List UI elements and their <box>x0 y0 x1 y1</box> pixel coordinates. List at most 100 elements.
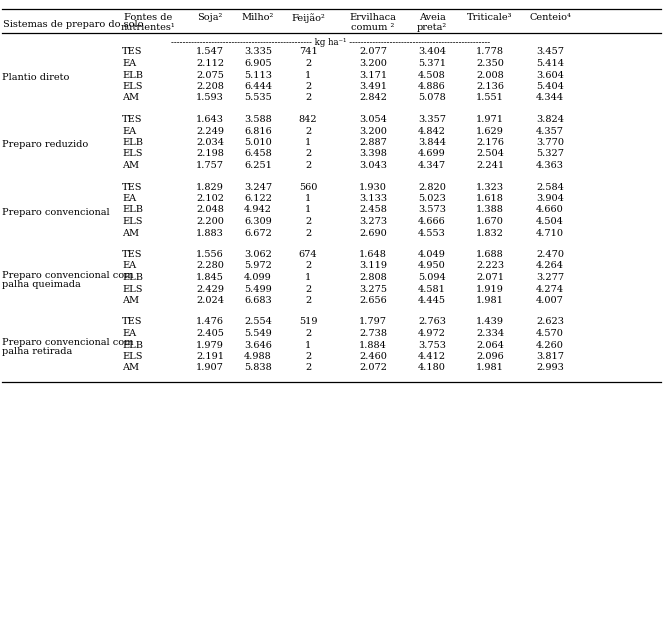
Text: 2.112: 2.112 <box>196 59 224 68</box>
Text: ELB: ELB <box>122 341 143 350</box>
Text: 2.280: 2.280 <box>196 262 224 271</box>
Text: EA: EA <box>122 329 136 338</box>
Text: 3.904: 3.904 <box>536 194 564 203</box>
Text: 4.972: 4.972 <box>418 329 446 338</box>
Text: 2.842: 2.842 <box>359 94 387 103</box>
Text: 2.429: 2.429 <box>196 285 224 294</box>
Text: 2.176: 2.176 <box>476 138 504 147</box>
Text: 3.275: 3.275 <box>359 285 387 294</box>
Text: 2: 2 <box>305 296 311 305</box>
Text: Fontes de
nutrientes¹: Fontes de nutrientes¹ <box>121 13 176 32</box>
Text: ELB: ELB <box>122 138 143 147</box>
Text: 1: 1 <box>305 138 311 147</box>
Text: 3.844: 3.844 <box>418 138 446 147</box>
Text: TES: TES <box>122 48 143 57</box>
Text: palha retirada: palha retirada <box>2 347 72 356</box>
Text: TES: TES <box>122 317 143 327</box>
Text: 4.260: 4.260 <box>536 341 564 350</box>
Text: 2.405: 2.405 <box>196 329 224 338</box>
Text: 1.618: 1.618 <box>476 194 504 203</box>
Text: 2.191: 2.191 <box>196 352 224 361</box>
Text: EA: EA <box>122 262 136 271</box>
Text: ELS: ELS <box>122 285 143 294</box>
Text: 3.335: 3.335 <box>244 48 272 57</box>
Text: 1.629: 1.629 <box>476 127 504 136</box>
Text: 6.251: 6.251 <box>244 161 272 170</box>
Text: 4.363: 4.363 <box>536 161 564 170</box>
Text: 2: 2 <box>305 217 311 226</box>
Text: 2.024: 2.024 <box>196 296 224 305</box>
Text: 2.690: 2.690 <box>359 229 387 238</box>
Text: Preparo convencional com: Preparo convencional com <box>2 338 133 347</box>
Text: AM: AM <box>122 94 139 103</box>
Text: 2.656: 2.656 <box>359 296 387 305</box>
Text: 4.445: 4.445 <box>418 296 446 305</box>
Text: 4.180: 4.180 <box>418 364 446 373</box>
Text: ELB: ELB <box>122 273 143 282</box>
Text: 4.710: 4.710 <box>536 229 564 238</box>
Text: 4.412: 4.412 <box>418 352 446 361</box>
Text: 2: 2 <box>305 229 311 238</box>
Text: 5.023: 5.023 <box>418 194 446 203</box>
Text: ELS: ELS <box>122 150 143 159</box>
Text: 2.223: 2.223 <box>476 262 504 271</box>
Text: 4.842: 4.842 <box>418 127 446 136</box>
Text: 2.820: 2.820 <box>418 182 446 192</box>
Text: 3.043: 3.043 <box>359 161 387 170</box>
Text: 2.048: 2.048 <box>196 206 224 215</box>
Text: 5.010: 5.010 <box>244 138 272 147</box>
Text: 4.553: 4.553 <box>418 229 446 238</box>
Text: 4.099: 4.099 <box>244 273 272 282</box>
Text: ELS: ELS <box>122 352 143 361</box>
Text: 6.309: 6.309 <box>244 217 272 226</box>
Text: 1.778: 1.778 <box>476 48 504 57</box>
Text: 2: 2 <box>305 262 311 271</box>
Text: 2.458: 2.458 <box>359 206 387 215</box>
Text: 2.034: 2.034 <box>196 138 224 147</box>
Text: Triticale³: Triticale³ <box>467 13 512 22</box>
Text: 1.884: 1.884 <box>359 341 387 350</box>
Text: 1.832: 1.832 <box>476 229 504 238</box>
Text: 1: 1 <box>305 206 311 215</box>
Text: 6.816: 6.816 <box>244 127 272 136</box>
Text: 2.504: 2.504 <box>476 150 504 159</box>
Text: 3.171: 3.171 <box>359 71 387 80</box>
Text: 4.699: 4.699 <box>418 150 446 159</box>
Text: 6.905: 6.905 <box>244 59 272 68</box>
Text: AM: AM <box>122 364 139 373</box>
Text: 2.249: 2.249 <box>196 127 224 136</box>
Text: 2: 2 <box>305 352 311 361</box>
Text: 1.797: 1.797 <box>359 317 387 327</box>
Text: 2.350: 2.350 <box>476 59 504 68</box>
Text: EA: EA <box>122 194 136 203</box>
Text: TES: TES <box>122 250 143 259</box>
Text: 1.556: 1.556 <box>196 250 224 259</box>
Text: 2: 2 <box>305 364 311 373</box>
Text: 1.979: 1.979 <box>196 341 224 350</box>
Text: 2.008: 2.008 <box>476 71 504 80</box>
Text: AM: AM <box>122 296 139 305</box>
Text: 4.504: 4.504 <box>536 217 564 226</box>
Text: 4.660: 4.660 <box>536 206 564 215</box>
Text: TES: TES <box>122 182 143 192</box>
Text: AM: AM <box>122 161 139 170</box>
Text: 1.907: 1.907 <box>196 364 224 373</box>
Text: 5.535: 5.535 <box>244 94 272 103</box>
Text: 3.398: 3.398 <box>359 150 387 159</box>
Text: Preparo reduzido: Preparo reduzido <box>2 140 88 149</box>
Text: 1.845: 1.845 <box>196 273 224 282</box>
Text: 4.886: 4.886 <box>418 82 446 91</box>
Text: 4.357: 4.357 <box>536 127 564 136</box>
Text: 2: 2 <box>305 161 311 170</box>
Text: 741: 741 <box>298 48 318 57</box>
Text: 4.274: 4.274 <box>536 285 564 294</box>
Text: 5.972: 5.972 <box>244 262 272 271</box>
Text: 5.327: 5.327 <box>536 150 564 159</box>
Text: 2.584: 2.584 <box>536 182 564 192</box>
Text: 2.072: 2.072 <box>359 364 387 373</box>
Text: 2.064: 2.064 <box>476 341 504 350</box>
Text: 4.942: 4.942 <box>244 206 272 215</box>
Text: 5.838: 5.838 <box>244 364 272 373</box>
Text: 2.096: 2.096 <box>476 352 504 361</box>
Text: 1.981: 1.981 <box>476 296 504 305</box>
